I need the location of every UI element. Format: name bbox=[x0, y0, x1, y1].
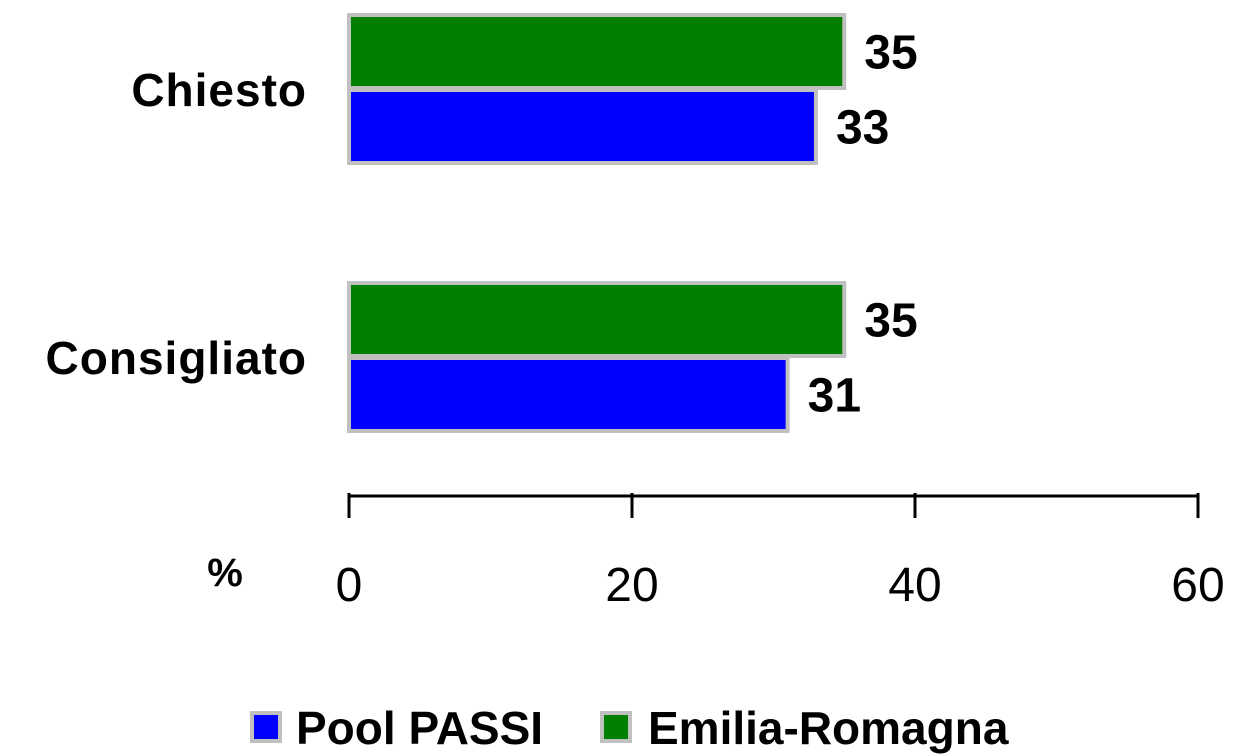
x-tick-label: 60 bbox=[1171, 559, 1224, 612]
bar-pool-passi-chiesto bbox=[347, 88, 818, 165]
bar-pool-passi-consigliato bbox=[347, 356, 790, 433]
category-labels-layer: Chiesto Consigliato bbox=[46, 64, 307, 384]
x-axis-unit-label: % bbox=[207, 551, 243, 595]
data-label: 31 bbox=[808, 370, 861, 423]
x-axis: 0 20 40 60 bbox=[336, 493, 1225, 612]
x-tick-label: 20 bbox=[605, 559, 658, 612]
legend-label: Emilia-Romagna bbox=[648, 702, 1009, 754]
legend-swatch bbox=[600, 711, 632, 743]
category-label: Chiesto bbox=[131, 64, 307, 116]
x-tick-label: 0 bbox=[336, 559, 363, 612]
bar-emilia-romagna-consigliato bbox=[347, 281, 847, 358]
data-label: 35 bbox=[864, 295, 917, 348]
bars-layer bbox=[347, 13, 847, 433]
legend-label: Pool PASSI bbox=[296, 702, 543, 754]
legend: Pool PASSI Emilia-Romagna bbox=[250, 702, 1009, 754]
legend-swatch bbox=[250, 711, 282, 743]
data-label: 35 bbox=[864, 27, 917, 80]
data-label: 33 bbox=[836, 102, 889, 155]
bar-emilia-romagna-chiesto bbox=[347, 13, 847, 90]
category-label: Consigliato bbox=[46, 332, 307, 384]
x-tick-label: 40 bbox=[888, 559, 941, 612]
